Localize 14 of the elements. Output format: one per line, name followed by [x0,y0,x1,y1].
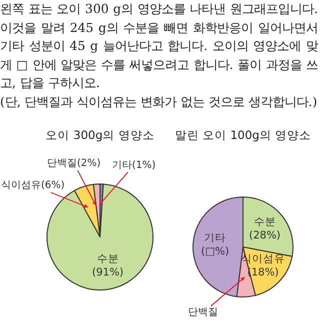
chart-title: 오이 300g의 영양소 [46,128,154,142]
slice-label: 단백질 [188,307,218,318]
slice-label: 기타 [204,232,226,244]
data-label: (□%) [201,246,230,258]
data-label: (28%) [249,230,281,242]
slice-label: 수분 [96,253,119,265]
slice-label: 단백질(2%) [47,158,101,169]
chart-title: 말린 오이 100g의 영양소 [174,128,312,142]
text: 왼쪽 표는 오이 300 g의 영양소를 나타낸 원그래프입니다. 이것을 말려 245 g의 수분을 빼면 화학반응이 일어나면서 기타 성분이 45 g 늘어난다고 합니다. 오이의 영양소에 맞게 □ 안에 알맞은 수를 써넣으려고 합니다. 풀이 과정을 쓰고, 답을 구하시오. [0,0,318,92]
slice-label: 수분 [254,216,276,228]
slice-label: 식이섬유(6%) [1,180,65,191]
data-label: (91%) [92,266,124,279]
text: (단, 단백질과 식이섬유는 변화가 없는 것으로 생각합니다.) [0,92,318,110]
slice-label: 기타(1%) [112,160,156,171]
